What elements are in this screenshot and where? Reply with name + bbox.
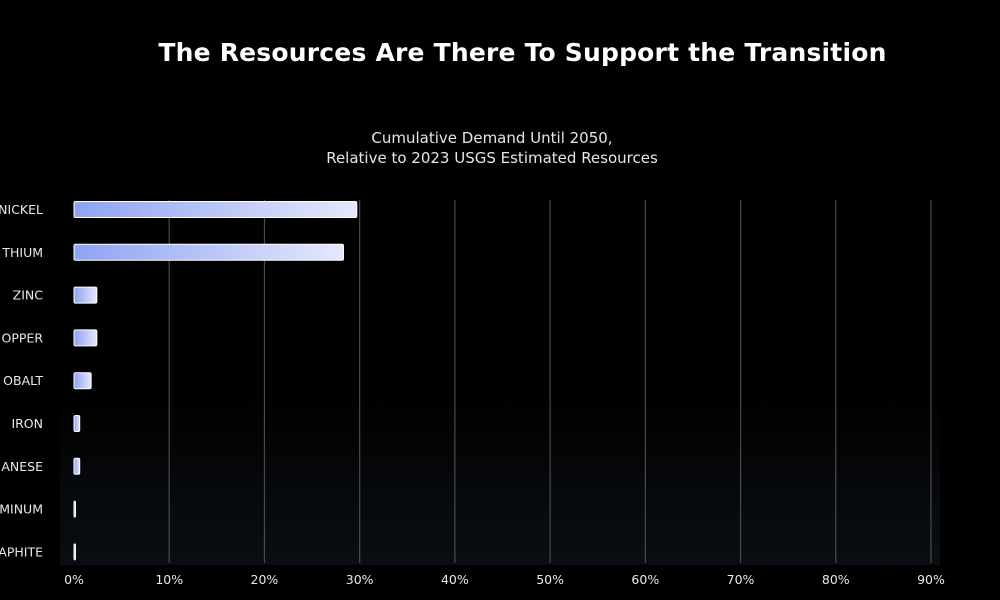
category-label-manganese: ANESE <box>1 459 43 474</box>
x-tick-label: 20% <box>251 572 279 587</box>
bar-graphite <box>73 543 76 561</box>
bar-iron <box>73 415 81 432</box>
category-label-aluminum: MINUM <box>0 502 43 517</box>
bar-cobalt <box>73 372 92 390</box>
category-label-zinc: ZINC <box>13 288 44 303</box>
x-tick-label: 60% <box>631 572 659 587</box>
x-tick-label: 30% <box>346 572 374 587</box>
x-tick-label: 0% <box>64 572 84 587</box>
category-label-cobalt: OBALT <box>3 373 43 388</box>
category-label-graphite: APHITE <box>0 544 43 559</box>
page-title: The Resources Are There To Support the T… <box>158 38 887 67</box>
bar-copper <box>73 329 98 347</box>
bar-aluminum <box>73 500 76 518</box>
x-tick-label: 40% <box>441 572 469 587</box>
chart-background-glow <box>60 390 940 565</box>
x-tick-label: 70% <box>727 572 755 587</box>
category-label-lithium: THIUM <box>1 245 43 260</box>
chart-subtitle: Cumulative Demand Until 2050, Relative t… <box>0 128 992 168</box>
category-label-nickel: NICKEL <box>0 202 43 217</box>
bar-lithium <box>73 243 344 261</box>
chart-subtitle-line-1: Cumulative Demand Until 2050, <box>371 129 613 147</box>
x-tick-label: 80% <box>822 572 850 587</box>
bar-nickel <box>73 201 358 218</box>
chart-subtitle-line-2: Relative to 2023 USGS Estimated Resource… <box>326 149 658 167</box>
x-tick-label: 90% <box>917 572 945 587</box>
x-tick-label: 10% <box>155 572 183 587</box>
category-label-copper: OPPER <box>2 330 44 345</box>
bar-manganese <box>73 457 81 475</box>
category-label-iron: IRON <box>11 416 43 431</box>
x-tick-label: 50% <box>536 572 564 587</box>
bar-zinc <box>73 286 98 304</box>
